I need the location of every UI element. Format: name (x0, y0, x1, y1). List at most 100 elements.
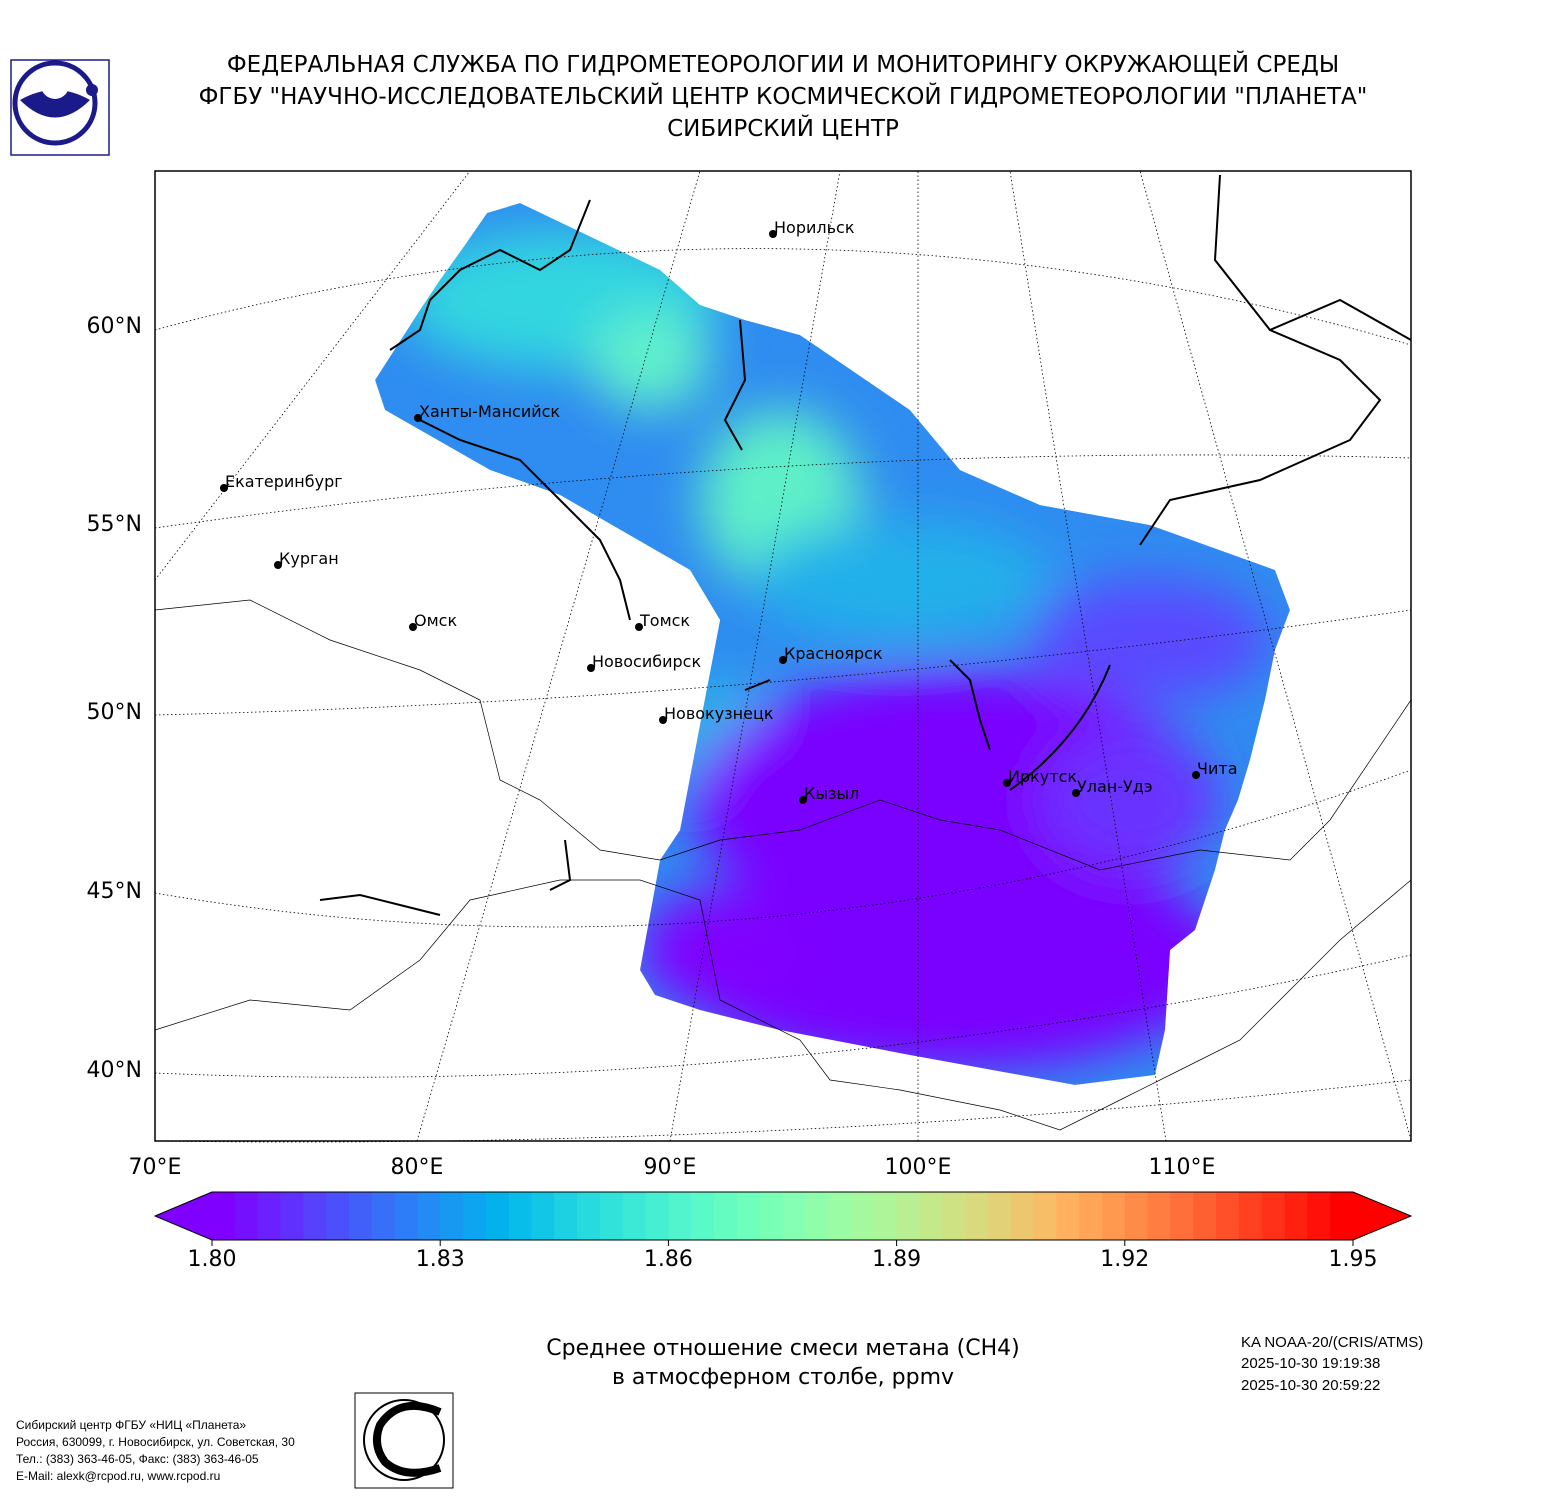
city-label: Новокузнецк (664, 704, 774, 723)
colorbar-tick-label: 1.95 (1329, 1247, 1378, 1272)
lon-label: 90°E (644, 1155, 697, 1180)
colorbar-tick-label: 1.86 (644, 1247, 693, 1272)
city-label: Омск (414, 611, 457, 630)
colorbar-segment (691, 1192, 715, 1240)
colorbar-segment (440, 1192, 464, 1240)
cities: Норильск Ханты-Мансийск Екатеринбург Курган… (220, 218, 1238, 804)
footer-line: Россия, 630099, г. Новосибирск, ул. Сове… (16, 1435, 295, 1449)
colorbar-segment (1101, 1192, 1126, 1240)
header: ФЕДЕРАЛЬНАЯ СЛУЖБА ПО ГИДРОМЕТЕОРОЛОГИИ … (199, 50, 1368, 142)
satellite-info: 2025-10-30 19:19:38 (1241, 1355, 1380, 1372)
graticule (154, 170, 1412, 1143)
city-label: Красноярск (784, 644, 883, 663)
lon-label: 100°E (885, 1155, 952, 1180)
colorbar: 1.80 1.83 1.86 1.89 1.92 1.95 (153, 1191, 1413, 1272)
colorbar-segment (1056, 1192, 1080, 1240)
satellite-info: 2025-10-30 20:59:22 (1241, 1377, 1380, 1394)
lat-label: 55°N (87, 512, 142, 537)
map-labels: 60°N 55°N 50°N 45°N 40°N 70°E 80°E 90°E 100°E 110… (87, 314, 1216, 1180)
colorbar-segment (508, 1192, 533, 1240)
city-label: Норильск (774, 218, 855, 237)
colorbar-segment (782, 1192, 806, 1240)
city-dot (274, 561, 282, 569)
city-dot (587, 664, 595, 672)
colorbar-segment (554, 1192, 578, 1240)
city-dot (414, 414, 422, 422)
city-label: Чита (1197, 759, 1238, 778)
map: Норильск Ханты-Мансийск Екатеринбург Курган… (154, 170, 1412, 1143)
colorbar-segment (987, 1192, 1012, 1240)
satellite-info: KA NOAA-20/(CRIS/ATMS) (1241, 1334, 1423, 1351)
colorbar-segment (1010, 1192, 1035, 1240)
colorbar-tick-label: 1.89 (872, 1247, 921, 1272)
lon-label: 80°E (391, 1155, 444, 1180)
lat-label: 40°N (87, 1058, 142, 1083)
logo (10, 59, 110, 156)
city-dot (409, 623, 417, 631)
colorbar-segment (965, 1192, 989, 1240)
colorbar-segment (212, 1192, 236, 1240)
footer-line: E-Mail: alexk@rcpod.ru, www.rcpod.ru (16, 1469, 220, 1483)
colorbar-segment (348, 1192, 373, 1240)
city-dot (1072, 789, 1080, 797)
city-dot (1192, 771, 1200, 779)
lat-label: 50°N (87, 700, 142, 725)
city-label: Новосибирск (592, 652, 701, 671)
colorbar-segment (463, 1192, 487, 1240)
colorbar-segment (257, 1192, 282, 1240)
colorbar-segment (1284, 1192, 1308, 1240)
texts: Среднее отношение смеси метана (CH4) в ат… (16, 1334, 1423, 1486)
colorbar-segment (622, 1192, 647, 1240)
lat-label: 45°N (87, 879, 142, 904)
colorbar-segment (303, 1192, 327, 1240)
header-line: СИБИРСКИЙ ЦЕНТР (667, 114, 899, 142)
lat-label: 60°N (87, 314, 142, 339)
colorbar-tick-label: 1.92 (1100, 1247, 1149, 1272)
borders (154, 599, 1412, 1131)
city-label: Кызыл (804, 784, 859, 803)
city-label: Екатеринбург (225, 472, 343, 491)
city-dot (659, 716, 667, 724)
colorbar-segment (714, 1192, 738, 1240)
colorbar-segment (873, 1192, 898, 1240)
map-border (154, 170, 1412, 1142)
methane-swath (375, 203, 1290, 1085)
lon-label: 70°E (129, 1155, 182, 1180)
city-dot (779, 656, 787, 664)
colorbar-segment (394, 1192, 418, 1240)
colorbar-segment (371, 1192, 396, 1240)
colorbar-segment (1261, 1192, 1286, 1240)
colorbar-segment (805, 1192, 829, 1240)
colorbar-segment (531, 1192, 555, 1240)
colorbar-segment (668, 1192, 692, 1240)
caption-line: Среднее отношение смеси метана (CH4) (546, 1336, 1019, 1361)
colorbar-tick-label: 1.83 (416, 1247, 465, 1272)
colorbar-segment (485, 1192, 510, 1240)
colorbar-segment (280, 1192, 304, 1240)
city-label: Ханты-Мансийск (419, 402, 560, 421)
caption-line: в атмосферном столбе, ppmv (612, 1365, 954, 1390)
colorbar-segment (234, 1192, 259, 1240)
city-dot (635, 623, 643, 631)
colorbar-extend-high (1353, 1192, 1411, 1240)
city-dot (799, 796, 807, 804)
colorbar-segment (326, 1192, 350, 1240)
city-label: Иркутск (1008, 767, 1077, 786)
colorbar-segment (736, 1192, 761, 1240)
footer-line: Сибирский центр ФГБУ «НИЦ «Планета» (16, 1418, 246, 1432)
city-label: Улан-Удэ (1077, 777, 1153, 796)
colorbar-segment (1147, 1192, 1172, 1240)
footer-line: Тел.: (383) 363-46-05, Факс: (383) 363-4… (16, 1452, 259, 1466)
city-dot (220, 484, 228, 492)
colorbar-segment (919, 1192, 943, 1240)
colorbar-segment (599, 1192, 624, 1240)
colorbar-extend-low (155, 1192, 212, 1240)
colorbar-segment (1124, 1192, 1149, 1240)
colorbar-segment (942, 1192, 966, 1240)
colorbar-segment (1193, 1192, 1217, 1240)
header-line: ФГБУ "НАУЧНО-ИССЛЕДОВАТЕЛЬСКИЙ ЦЕНТР КОС… (199, 82, 1368, 110)
colorbar-segment (1330, 1192, 1354, 1240)
city-dot (1003, 779, 1011, 787)
colorbar-segment (896, 1192, 921, 1240)
